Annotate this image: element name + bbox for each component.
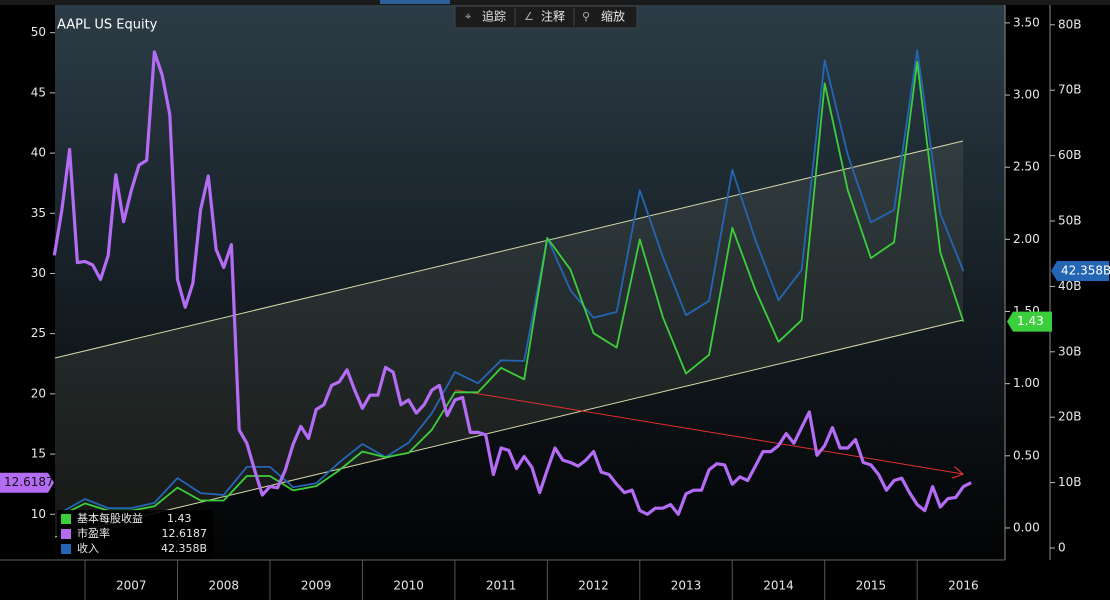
value-tag — [0, 472, 54, 493]
value-tag-label: 12.6187 — [4, 475, 54, 489]
y-tick-label: 20 — [31, 386, 46, 400]
y3-tick-label: 40B — [1058, 279, 1082, 293]
y2-tick-label: 2.50 — [1013, 160, 1040, 174]
y-tick-label: 45 — [31, 85, 46, 99]
value-tag — [1051, 260, 1109, 281]
y3-tick-label: 80B — [1058, 17, 1082, 31]
y-tick-label: 40 — [31, 146, 46, 160]
x-tick-label: 2012 — [578, 579, 609, 593]
y2-tick-label: 0.00 — [1013, 520, 1040, 534]
y2-tick-label: 2.00 — [1013, 232, 1040, 246]
y2-tick-label: 3.50 — [1013, 15, 1040, 29]
zoom-icon: ⚲ — [582, 10, 590, 23]
trend-arrow — [454, 389, 963, 474]
y-tick-label: 50 — [31, 25, 46, 39]
x-tick-label: 2016 — [948, 579, 979, 593]
toolbar-bg — [454, 5, 638, 29]
y3-tick-label: 30B — [1058, 344, 1082, 358]
tool-zoom[interactable]: ⚲ 缩放 — [582, 9, 625, 24]
legend-swatch — [61, 529, 71, 539]
legend-value: 12.6187 — [162, 527, 208, 540]
y2-tick-label: 1.00 — [1013, 376, 1040, 390]
y-tick-label: 15 — [31, 447, 46, 461]
tab-indicator — [380, 0, 450, 4]
x-tick-label: 2014 — [763, 579, 794, 593]
legend-swatch — [61, 544, 71, 554]
legend-label: 基本每股收益 — [77, 511, 143, 525]
chart-title: AAPL US Equity — [57, 18, 158, 33]
toolbar-button[interactable]: 缩放 — [601, 9, 625, 24]
x-tick-label: 2015 — [856, 579, 887, 593]
legend-label: 市盈率 — [77, 526, 110, 540]
legend-value: 1.43 — [167, 512, 192, 525]
data-layer — [52, 49, 972, 516]
tool-annotate[interactable]: ∠ 注释 — [524, 9, 565, 24]
value-tag-label: 1.43 — [1017, 314, 1044, 328]
x-tick-label: 2009 — [301, 579, 332, 593]
y3-tick-label: 0 — [1058, 540, 1066, 554]
legend-value: 42.358B — [161, 542, 207, 555]
legend-box — [57, 510, 213, 558]
plot-area — [55, 5, 1005, 560]
toolbar: ⌖ 追踪 ∠ 注释 ⚲ 缩放 — [454, 5, 638, 29]
y3-tick-label: 70B — [1058, 83, 1082, 97]
toolbar-button[interactable]: 追踪 — [482, 9, 506, 24]
x-tick-label: 2007 — [116, 579, 147, 593]
y2-tick-label: 3.00 — [1013, 88, 1040, 102]
y3-tick-label: 10B — [1058, 475, 1082, 489]
tool-track[interactable]: ⌖ 追踪 — [465, 9, 506, 24]
series-line — [52, 50, 972, 516]
series-line — [61, 61, 965, 516]
y-tick-label: 30 — [31, 266, 46, 280]
x-tick-label: 2010 — [393, 579, 424, 593]
y-tick-label: 35 — [31, 206, 46, 220]
track-icon: ⌖ — [465, 10, 471, 23]
value-tag — [1007, 311, 1052, 332]
y2-tick-label: 0.50 — [1013, 448, 1040, 462]
legend-label: 收入 — [77, 541, 99, 555]
annotate-icon: ∠ — [524, 10, 534, 23]
y3-tick-label: 50B — [1058, 214, 1082, 228]
series-line — [61, 49, 965, 513]
y-tick-label: 25 — [31, 326, 46, 340]
value-tag-label: 42.358B — [1061, 263, 1110, 277]
y-tick-label: 10 — [31, 507, 46, 521]
x-tick-label: 2008 — [208, 579, 239, 593]
x-tick-label: 2011 — [486, 579, 517, 593]
y3-tick-label: 20B — [1058, 410, 1082, 424]
top-strip — [0, 0, 1110, 5]
x-tick-label: 2013 — [671, 579, 702, 593]
toolbar-button[interactable]: 注释 — [541, 9, 565, 24]
y3-tick-label: 60B — [1058, 148, 1082, 162]
legend-swatch — [61, 514, 71, 524]
